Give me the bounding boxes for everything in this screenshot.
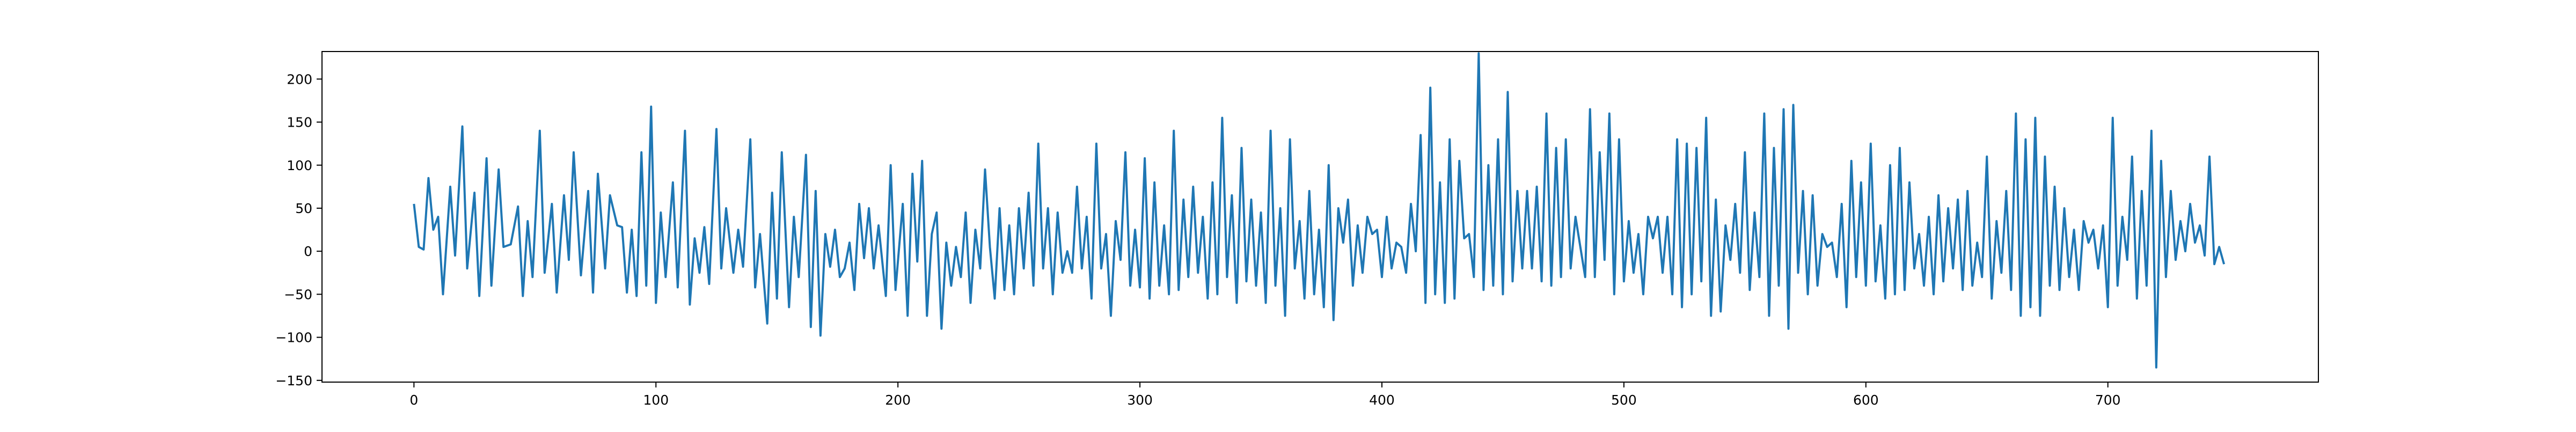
y-tick-label: 50 bbox=[295, 201, 312, 216]
x-axis: 0 100 200 300 400 500 600 700 bbox=[409, 382, 2121, 408]
y-tick-label: 100 bbox=[287, 158, 312, 173]
x-tick-label: 700 bbox=[2095, 392, 2121, 408]
y-tick-label: −150 bbox=[275, 373, 312, 389]
x-tick-label: 500 bbox=[1611, 392, 1637, 408]
series-layer bbox=[413, 52, 2226, 369]
x-tick-label: 400 bbox=[1369, 392, 1395, 408]
x-tick-label: 300 bbox=[1127, 392, 1153, 408]
y-tick-label: 0 bbox=[304, 244, 312, 259]
x-tick-label: 0 bbox=[409, 392, 418, 408]
series-line-0 bbox=[413, 52, 2226, 369]
y-tick-label: 200 bbox=[287, 71, 312, 87]
x-tick-label: 200 bbox=[885, 392, 911, 408]
x-tick-label: 100 bbox=[643, 392, 669, 408]
plot-frame bbox=[321, 51, 2319, 383]
y-axis: −150 −100 −50 0 50 100 150 200 bbox=[275, 71, 322, 389]
y-tick-label: −100 bbox=[275, 330, 312, 346]
y-tick-label: −50 bbox=[284, 287, 312, 302]
y-tick-label: 150 bbox=[287, 115, 312, 130]
x-tick-label: 600 bbox=[1853, 392, 1879, 408]
